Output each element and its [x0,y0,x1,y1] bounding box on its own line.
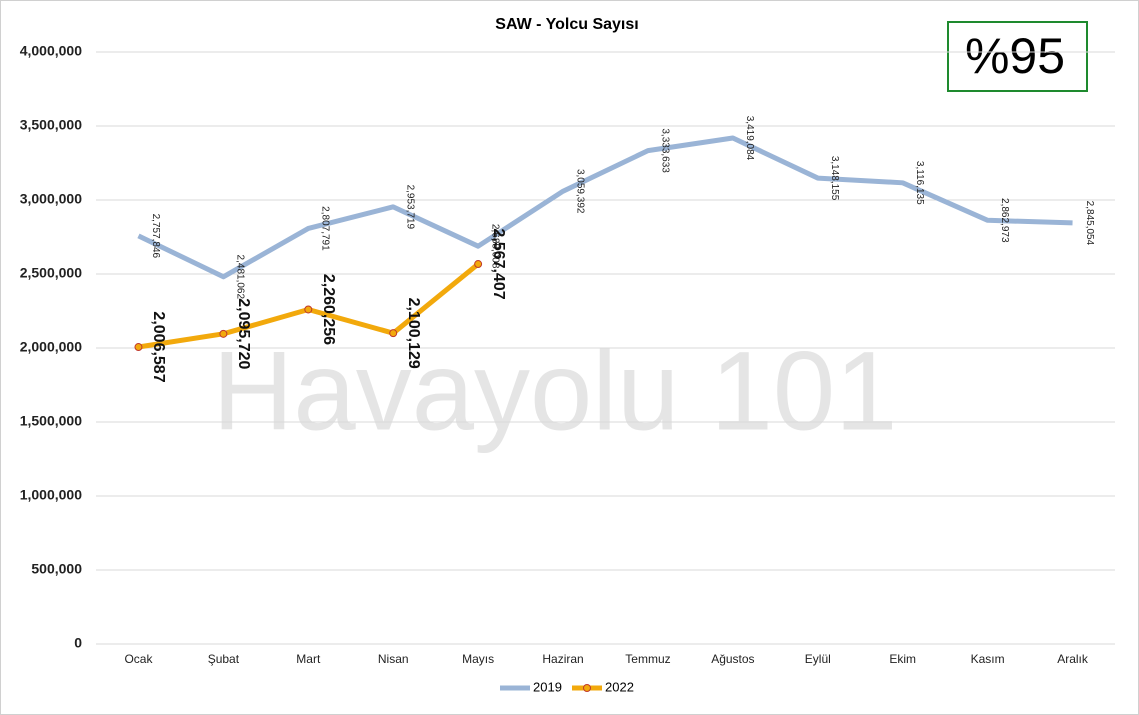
x-tick-label: Mayıs [462,652,494,666]
data-label: 2,095,720 [235,298,252,369]
x-tick-label: Şubat [208,652,240,666]
annotation-box [947,21,1088,92]
legend-label: 2019 [533,679,562,694]
data-label: 3,419,084 [744,116,755,161]
series-line [137,135,1073,280]
marker [134,343,143,352]
data-label: 2,862,973 [999,198,1010,243]
legend-label: 2022 [605,679,634,694]
data-label: 3,333,633 [659,128,670,173]
x-tick-label: Mart [296,652,321,666]
y-tick-label: 1,000,000 [20,487,82,503]
annotation: %95 [965,28,1065,84]
data-label: 2,953,719 [405,185,416,230]
data-label: 3,116,135 [914,161,925,205]
data-label: 2,688,008 [489,224,500,269]
x-tick-label: Temmuz [625,652,670,666]
data-label: 2,567,407 [490,228,507,299]
y-tick-label: 4,000,000 [20,43,82,59]
data-label: 2,006,587 [150,311,167,382]
y-tick-label: 2,500,000 [20,265,82,281]
marker [389,329,398,338]
y-tick-label: 3,500,000 [20,117,82,133]
y-tick-label: 2,000,000 [20,339,82,355]
data-label: 2,845,054 [1084,201,1095,246]
x-tick-label: Kasım [971,652,1005,666]
x-tick-label: Ağustos [711,652,754,666]
data-label: 2,481,062 [235,255,246,300]
data-label: 3,148,155 [829,156,840,201]
data-label: 2,260,256 [320,274,337,345]
marker [474,260,483,269]
marker [219,329,228,338]
watermark: Havayolu 101 [213,329,898,454]
data-label: 3,059,392 [574,169,585,214]
x-tick-label: Ekim [889,652,916,666]
x-tick-label: Aralık [1057,652,1089,666]
x-tick-label: Haziran [542,652,583,666]
data-label: 2,100,129 [405,298,422,369]
legend-marker [583,684,591,692]
marker [304,305,313,314]
y-tick-label: 500,000 [31,561,82,577]
y-tick-label: 1,500,000 [20,413,82,429]
y-tick-label: 3,000,000 [20,191,82,207]
data-label: 2,757,846 [150,214,161,259]
x-tick-label: Eylül [805,652,831,666]
chart-title: SAW - Yolcu Sayısı [495,16,638,33]
x-tick-label: Ocak [124,652,153,666]
y-tick-label: 0 [74,635,82,651]
x-tick-label: Nisan [378,652,409,666]
data-label: 2,807,791 [320,206,331,251]
